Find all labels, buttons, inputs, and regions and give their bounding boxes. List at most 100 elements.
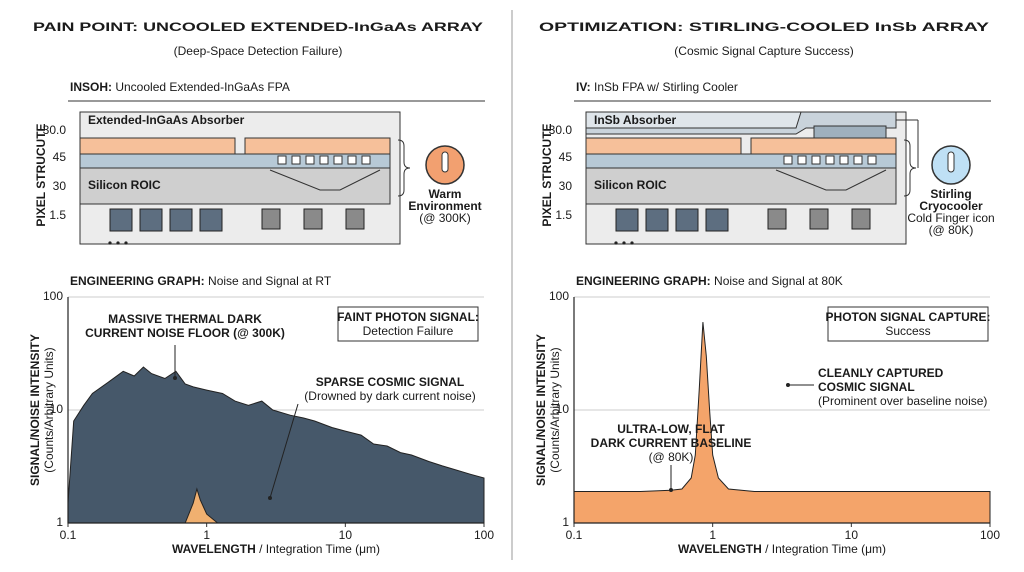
pixel — [851, 208, 871, 230]
y-tick-label: 100 — [43, 289, 63, 303]
panel-subtitle: (Deep-Space Detection Failure) — [174, 44, 343, 58]
pixel — [169, 208, 193, 232]
y-tick-label: 10 — [556, 402, 570, 416]
level-label: 45 — [559, 150, 573, 164]
x-tick-label: 1 — [203, 528, 210, 542]
label-text: Noise and Signal at RT — [205, 274, 332, 288]
section-heading: IV: InSb FPA w/ Stirling Cooler — [576, 80, 738, 94]
cold-finger — [585, 111, 897, 135]
pixel — [767, 208, 787, 230]
bump — [291, 155, 301, 165]
annotation-box — [827, 306, 989, 342]
icon-label: Cryocooler — [919, 199, 983, 213]
label-bold: IV: — [576, 80, 591, 94]
annotation-arrow — [269, 403, 299, 499]
label-text: / Integration Time (μm) — [762, 542, 886, 556]
annotation-text: Success — [885, 324, 930, 338]
annotation-text: DARK CURRENT BASELINE — [591, 436, 752, 450]
label-bold: INSOH: — [70, 80, 112, 94]
x-tick-label: 10 — [845, 528, 859, 542]
pixel — [139, 208, 163, 232]
annotation-text: (Drowned by dark current noise) — [304, 389, 475, 403]
label-text: InSb FPA w/ Stirling Cooler — [591, 80, 738, 94]
y-axis-subtitle: (Counts/Arbitrary Units) — [548, 347, 562, 472]
annotation-text: SPARSE COSMIC SIGNAL — [316, 375, 464, 389]
icon-glyph — [947, 151, 955, 173]
bump — [361, 155, 371, 165]
pixel — [675, 208, 699, 232]
level-label: 30 — [53, 179, 67, 193]
roic-layer — [79, 167, 391, 205]
y-axis-title: SIGNAL/NOISE INTENSITY — [28, 334, 42, 486]
interconnect — [775, 169, 887, 191]
bump — [333, 155, 343, 165]
bump — [319, 155, 329, 165]
label-bold: ENGINEERING GRAPH: — [576, 274, 711, 288]
layer-label: Silicon ROIC — [594, 178, 667, 192]
y-axis-title: SIGNAL/NOISE INTENSITY — [534, 334, 548, 486]
interconnect — [269, 169, 381, 191]
annotation-text: COSMIC SIGNAL — [818, 380, 915, 394]
brace — [903, 139, 917, 197]
layer-label: InSb Absorber — [594, 113, 677, 127]
icon-label: Cold Finger icon — [907, 211, 994, 225]
arrow-head — [786, 383, 790, 387]
level-label: 30 — [559, 179, 573, 193]
x-tick-label: 1 — [709, 528, 716, 542]
y-tick-label: 1 — [56, 515, 63, 529]
annotation-text: (Prominent over baseline noise) — [818, 394, 987, 408]
bump — [797, 155, 807, 165]
icon-label: Environment — [408, 199, 481, 213]
label-text: / Integration Time (μm) — [256, 542, 380, 556]
dot — [108, 241, 112, 245]
data-area — [573, 322, 991, 524]
y-axis-subtitle: (Counts/Arbitrary Units) — [42, 347, 56, 472]
data-area — [67, 366, 485, 524]
absorber-left — [585, 137, 742, 155]
y-tick-label: 1 — [562, 515, 569, 529]
annotation-text: PHOTON SIGNAL CAPTURE: — [826, 310, 991, 324]
x-tick-label: 10 — [339, 528, 353, 542]
roic-layer — [585, 167, 897, 205]
icon-label: (@ 80K) — [929, 223, 974, 237]
brace — [397, 139, 411, 197]
annotation-text: ULTRA-LOW, FLAT — [617, 422, 725, 436]
layer-label: Silicon ROIC — [88, 178, 161, 192]
layer-label: Extended-InGaAs Absorber — [88, 113, 245, 127]
icon-label: Stirling — [930, 187, 971, 201]
bump — [853, 155, 863, 165]
absorber-left — [79, 137, 236, 155]
bump — [867, 155, 877, 165]
x-tick-label: 0.1 — [566, 528, 583, 542]
x-tick-label: 100 — [474, 528, 494, 542]
dot — [630, 241, 634, 245]
bump — [825, 155, 835, 165]
label-text: Uncooled Extended-InGaAs FPA — [112, 80, 290, 94]
annotation-text: (@ 80K) — [649, 450, 694, 464]
x-tick-label: 100 — [980, 528, 1000, 542]
pixel — [345, 208, 365, 230]
annotation-text: Detection Failure — [363, 324, 454, 338]
absorber-right — [244, 137, 391, 155]
arrow-head — [669, 488, 673, 492]
pixel — [809, 208, 829, 230]
arrow-head — [173, 376, 177, 380]
axes — [67, 297, 484, 524]
annotation-text: MASSIVE THERMAL DARK — [108, 312, 262, 326]
panel-subtitle: (Cosmic Signal Capture Success) — [674, 44, 853, 58]
bump — [783, 155, 793, 165]
bump — [811, 155, 821, 165]
icon-glyph — [441, 151, 449, 173]
diagram-axis-title: PIXEL STRUCUTE — [540, 123, 554, 226]
contact-layer — [79, 153, 391, 169]
pixel — [645, 208, 669, 232]
section-heading: INSOH: Uncooled Extended-InGaAs FPA — [70, 80, 290, 94]
label-bold: WAVELENGTH — [678, 542, 762, 556]
icon-label: (@ 300K) — [419, 211, 471, 225]
pixel — [705, 208, 729, 232]
annotation-text: CLEANLY CAPTURED — [818, 366, 944, 380]
level-label: 30.0 — [43, 123, 67, 137]
bump — [839, 155, 849, 165]
icon-label: Warm — [429, 187, 462, 201]
